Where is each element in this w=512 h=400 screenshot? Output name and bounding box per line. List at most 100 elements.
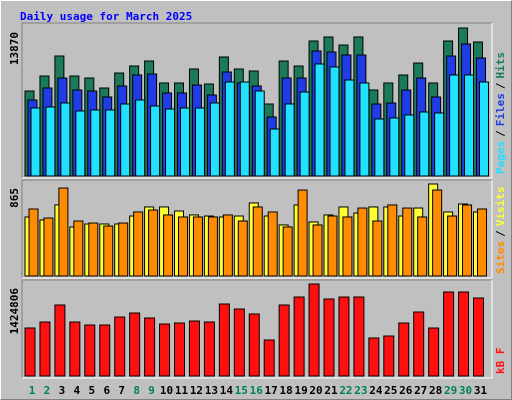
bar [144, 317, 156, 377]
bar [194, 107, 205, 177]
bar [269, 128, 280, 177]
bar [222, 214, 233, 277]
bar [203, 321, 215, 377]
bar [267, 211, 278, 277]
bar [372, 220, 383, 277]
panel-border [22, 23, 493, 179]
y-tick-label: 865 [8, 188, 21, 208]
bar [133, 211, 144, 277]
bar [24, 327, 36, 377]
x-tick-label: 30 [459, 384, 472, 397]
bar [432, 189, 443, 277]
x-tick-label: 18 [280, 384, 293, 397]
bar [90, 109, 101, 177]
bar [389, 117, 400, 177]
bar [443, 291, 455, 377]
x-tick-label: 21 [324, 384, 338, 397]
x-tick-label: 31 [474, 384, 488, 397]
bar [398, 322, 410, 377]
x-tick-label: 1 [29, 384, 36, 397]
panel-border [22, 180, 493, 279]
panel-border [22, 280, 493, 379]
x-tick-label: 13 [205, 384, 218, 397]
legend-entry: Files [494, 93, 507, 126]
bar [99, 324, 111, 377]
bar [159, 323, 171, 377]
bar [299, 91, 310, 177]
bar [105, 109, 116, 177]
bar [207, 216, 218, 277]
legend-entry: Pages [494, 141, 507, 174]
bar [28, 208, 39, 277]
bar [462, 204, 473, 277]
legend: Pages / Files / Hits [494, 52, 507, 174]
bar [54, 304, 66, 377]
bar [129, 312, 141, 377]
bar [338, 296, 350, 377]
legend-separator: / [494, 130, 507, 137]
x-tick-label: 22 [339, 384, 352, 397]
bar [404, 114, 415, 177]
x-tick-label: 27 [414, 384, 427, 397]
x-tick-label: 5 [88, 384, 95, 397]
bar [308, 283, 320, 377]
bar [434, 112, 445, 177]
bar [69, 321, 81, 377]
bar [344, 79, 355, 177]
bar [419, 111, 430, 177]
bar [357, 207, 368, 277]
bar [148, 209, 159, 277]
bar [178, 216, 188, 277]
legend: Sites / Visits [494, 187, 507, 275]
bar [368, 337, 380, 377]
legend-entry: Sites [494, 241, 507, 274]
y-tick-label: 13870 [8, 32, 21, 65]
bar [58, 187, 69, 277]
bar [342, 216, 353, 277]
bar [165, 108, 176, 177]
x-tick-label: 20 [309, 384, 322, 397]
x-tick-label: 12 [190, 384, 203, 397]
bar [84, 324, 96, 377]
bar [473, 297, 484, 377]
x-tick-label: 23 [354, 384, 367, 397]
bar [88, 222, 99, 277]
x-tick-label: 4 [74, 384, 81, 397]
panel-border [21, 179, 492, 278]
chart-title: Daily usage for March 2025 [20, 10, 192, 23]
bar [477, 208, 487, 277]
bar [135, 99, 146, 177]
bar [383, 335, 395, 377]
bar [413, 311, 425, 377]
bar [118, 222, 129, 277]
legend: kB F [494, 348, 507, 375]
bar [174, 322, 185, 377]
bar [120, 103, 131, 177]
x-tick-label: 2 [44, 384, 51, 397]
x-tick-label: 26 [399, 384, 413, 397]
bar [254, 90, 265, 177]
x-tick-label: 14 [220, 384, 234, 397]
x-tick-label: 8 [133, 384, 140, 397]
bar [252, 206, 263, 277]
x-tick-label: 16 [250, 384, 264, 397]
y-tick-label: 1424806 [8, 288, 21, 335]
x-tick-label: 9 [148, 384, 155, 397]
legend-entry: Visits [494, 187, 507, 227]
bar [282, 226, 293, 277]
x-tick-label: 10 [160, 384, 173, 397]
bar [188, 320, 200, 377]
bar [312, 224, 323, 277]
x-tick-label: 28 [429, 384, 442, 397]
bar [327, 215, 338, 277]
bar [163, 214, 174, 277]
bar [449, 74, 460, 177]
bar [192, 216, 203, 277]
bar [75, 110, 86, 177]
bar [293, 296, 305, 377]
bar [353, 296, 365, 377]
x-tick-label: 25 [384, 384, 397, 397]
panel-border [21, 279, 492, 378]
bar [239, 81, 250, 177]
